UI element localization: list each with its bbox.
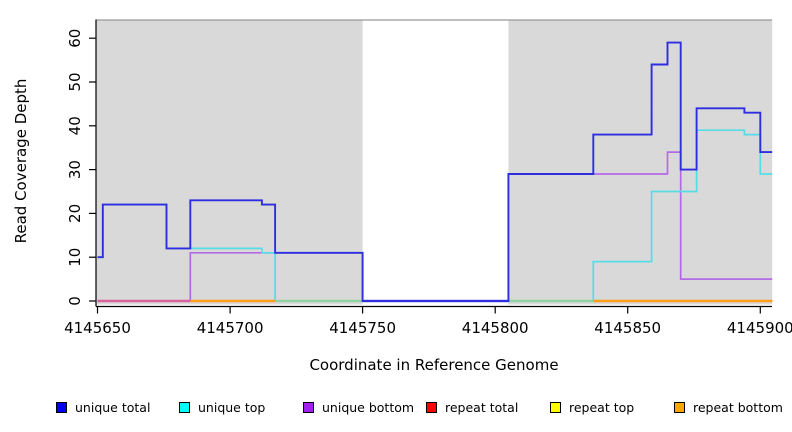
y-tick-label: 30 xyxy=(66,160,84,179)
legend-marker-unique-total xyxy=(56,401,67,413)
x-axis-title: Coordinate in Reference Genome xyxy=(309,356,559,374)
legend-label: unique bottom xyxy=(322,399,415,415)
legend-label: unique total xyxy=(75,399,151,415)
legend-marker-unique-top xyxy=(179,401,190,413)
y-tick-label: 20 xyxy=(66,204,84,223)
legend-item-unique-top: unique top xyxy=(179,397,265,417)
legend-item-unique-total: unique total xyxy=(56,397,150,417)
repeat-region-shade xyxy=(96,19,363,305)
legend-item-repeat-total: repeat total xyxy=(426,397,518,417)
legend-item-repeat-bottom: repeat bottom xyxy=(674,397,783,417)
legend-label: repeat total xyxy=(445,399,519,415)
y-tick-label: 60 xyxy=(66,29,84,48)
series-line-unique-total xyxy=(97,41,773,302)
legend-label: unique top xyxy=(198,399,266,415)
legend-item-unique-bottom: unique bottom xyxy=(303,397,414,417)
y-axis-title: Read Coverage Depth xyxy=(12,78,30,244)
legend-marker-repeat-total xyxy=(426,401,437,413)
x-tick-label: 4145900 xyxy=(727,319,792,337)
y-tick-label: 0 xyxy=(66,296,84,306)
legend: unique total unique top unique bottom repea… xyxy=(0,397,792,417)
x-tick-label: 4145750 xyxy=(329,319,396,337)
legend-marker-unique-bottom xyxy=(303,401,314,413)
x-tick-label: 4145800 xyxy=(462,319,529,337)
y-tick-label: 50 xyxy=(66,72,84,91)
x-tick-label: 4145650 xyxy=(64,319,131,337)
repeat-region-shade xyxy=(508,19,773,305)
legend-label: repeat top xyxy=(569,399,635,415)
x-tick-label: 4145850 xyxy=(594,319,661,337)
legend-marker-repeat-top xyxy=(550,401,561,413)
legend-label: repeat bottom xyxy=(693,399,783,415)
x-tick-label: 4145700 xyxy=(197,319,264,337)
legend-marker-repeat-bottom xyxy=(674,401,685,413)
y-tick-label: 10 xyxy=(66,248,84,267)
y-tick-label: 40 xyxy=(66,116,84,135)
legend-item-repeat-top: repeat top xyxy=(550,397,634,417)
